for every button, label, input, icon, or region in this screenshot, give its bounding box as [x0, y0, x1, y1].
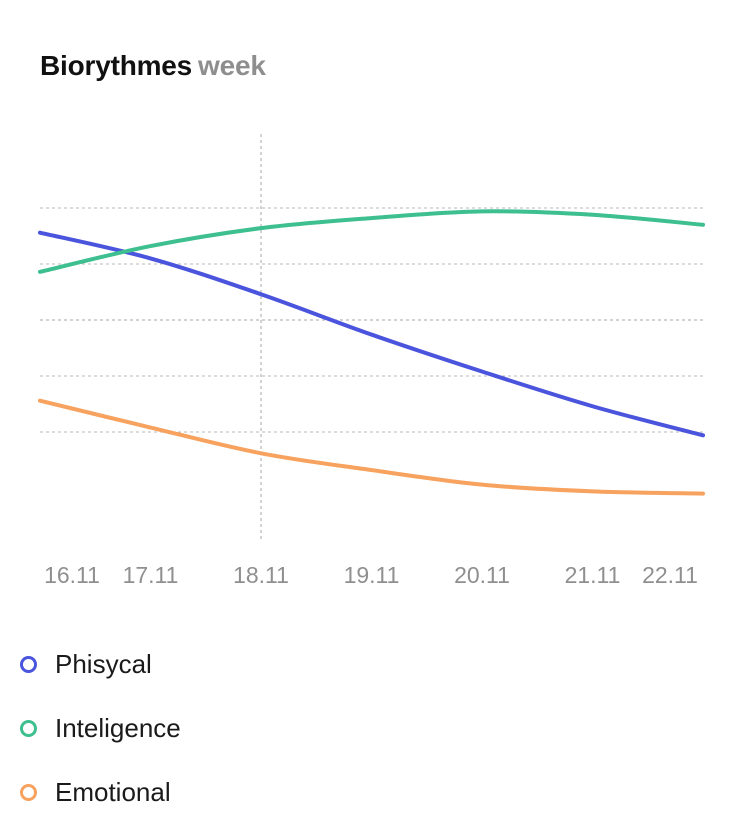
x-axis-ticks: 16.11 17.11 18.11 19.11 20.11 21.11 22.11	[44, 562, 698, 588]
legend: Phisycal Inteligence Emotional	[18, 632, 418, 824]
x-tick-label: 20.11	[454, 562, 510, 588]
x-tick-label: 22.11	[642, 562, 698, 588]
biorhythm-chart: 16.11 17.11 18.11 19.11 20.11 21.11 22.11	[38, 134, 705, 588]
emotional-dot-icon	[20, 783, 37, 801]
legend-label: Phisycal	[55, 648, 152, 679]
series-line-physical	[38, 230, 705, 438]
period-selector[interactable]: week	[198, 50, 266, 81]
x-tick-label: 16.11	[44, 562, 100, 588]
x-tick-label: 17.11	[123, 562, 179, 588]
title-text: Biorythmes	[40, 50, 193, 81]
series-line-emotional	[38, 398, 705, 496]
legend-label: Emotional	[55, 776, 171, 807]
legend-label: Inteligence	[55, 712, 181, 743]
legend-item-emotional[interactable]: Emotional	[18, 760, 418, 824]
x-tick-label: 18.11	[233, 562, 289, 588]
series-line-intelligence	[38, 209, 705, 274]
legend-item-physical[interactable]: Phisycal	[18, 632, 418, 696]
chart-title: Biorythmes week	[40, 50, 266, 82]
grid-lines	[40, 207, 703, 433]
series-lines	[38, 209, 705, 496]
x-tick-label: 21.11	[565, 562, 621, 588]
intelligence-dot-icon	[20, 719, 37, 737]
x-tick-label: 19.11	[344, 562, 400, 588]
legend-item-intelligence[interactable]: Inteligence	[18, 696, 418, 760]
physical-dot-icon	[20, 655, 37, 673]
